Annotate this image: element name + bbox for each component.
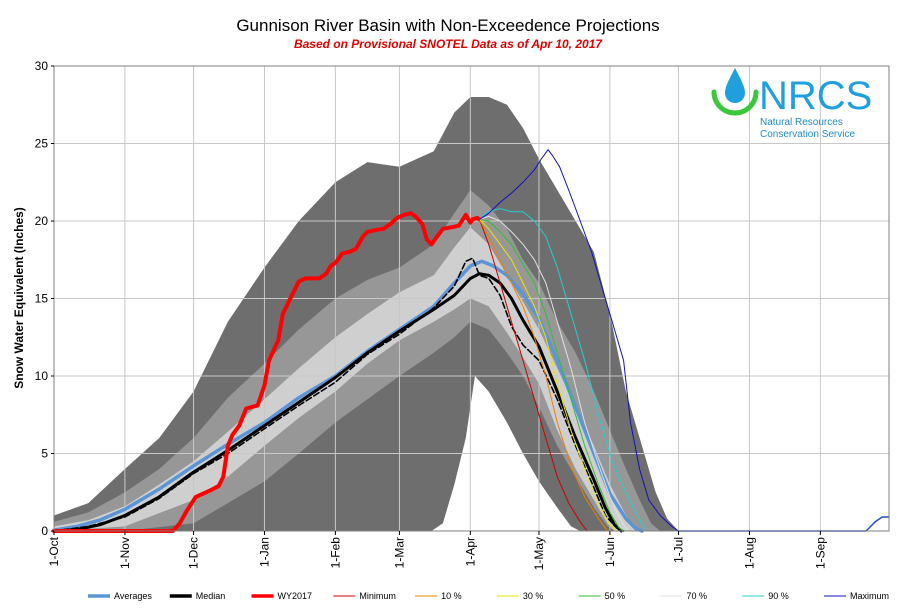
gridlines	[54, 66, 889, 531]
legend-label-wy2017: WY2017	[278, 591, 313, 601]
x-tick-label: 1-May	[532, 537, 546, 570]
y-tick-label: 20	[35, 214, 49, 228]
y-tick-label: 5	[41, 447, 48, 461]
chart-subtitle: Based on Provisional SNOTEL Data as of A…	[294, 37, 603, 51]
y-tick-label: 0	[41, 524, 48, 538]
legend-label-30: 30 %	[523, 591, 544, 601]
series-70	[479, 215, 629, 532]
series-daily-average-dashed	[53, 257, 625, 532]
y-axis-label: Snow Water Equivalent (Inches)	[12, 207, 26, 389]
y-axis-ticks: 0 5 10 15 20 25 30	[35, 59, 54, 538]
series-maximum	[479, 149, 679, 532]
y-tick-label: 25	[35, 137, 49, 151]
series-50	[479, 218, 625, 532]
legend-label-minimum: Minimum	[359, 591, 396, 601]
y-tick-label: 10	[35, 369, 49, 383]
series-minimum	[479, 218, 588, 532]
x-tick-label: 1-Oct	[47, 536, 61, 566]
legend-label-70: 70 %	[686, 591, 707, 601]
logo-wordmark: NRCS	[759, 74, 872, 118]
series-90	[479, 208, 647, 532]
x-tick-label: 1-Nov	[118, 537, 132, 569]
x-tick-label: 1-Feb	[328, 537, 342, 569]
series-averages	[52, 259, 644, 533]
data-series	[52, 149, 890, 533]
legend-label-averages: Averages	[114, 591, 152, 601]
x-tick-label: 1-Dec	[187, 537, 201, 569]
x-axis-ticks: 1-Oct 1-Nov 1-Dec 1-Jan 1-Feb 1-Mar 1-Apr 1-May…	[47, 531, 827, 570]
x-tick-label: 1-Sep	[813, 537, 827, 569]
series-10	[479, 218, 609, 532]
x-tick-label: 1-Jan	[257, 537, 271, 567]
x-tick-label: 1-Jul	[672, 537, 686, 563]
legend-label-10: 10 %	[441, 591, 462, 601]
y-tick-label: 15	[35, 292, 49, 306]
legend-label-50: 50 %	[605, 591, 626, 601]
nrcs-logo: NRCS Natural Resources Conservation Serv…	[711, 68, 872, 140]
legend-label-90: 90 %	[768, 591, 789, 601]
legend: Averages Median WY2017 Minimum 10 % 30 % 50 % 7…	[88, 591, 889, 601]
band-30-70-range	[54, 227, 661, 531]
legend-label-median: Median	[196, 591, 226, 601]
y-tick-label: 30	[35, 59, 49, 73]
chart-title: Gunnison River Basin with Non-Exceedence…	[236, 16, 659, 35]
series-30	[479, 218, 618, 532]
x-tick-label: 1-Jun	[603, 537, 617, 567]
x-tick-label: 1-Mar	[392, 537, 406, 568]
legend-label-maximum: Maximum	[850, 591, 889, 601]
logo-line-2: Conservation Service	[760, 129, 855, 140]
logo-line-1: Natural Resources	[760, 117, 843, 128]
series-wy2017	[52, 211, 482, 533]
x-tick-label: 1-Aug	[742, 537, 756, 569]
x-tick-label: 1-Apr	[463, 537, 477, 566]
water-drop-icon	[711, 68, 759, 116]
series-median	[52, 272, 623, 533]
